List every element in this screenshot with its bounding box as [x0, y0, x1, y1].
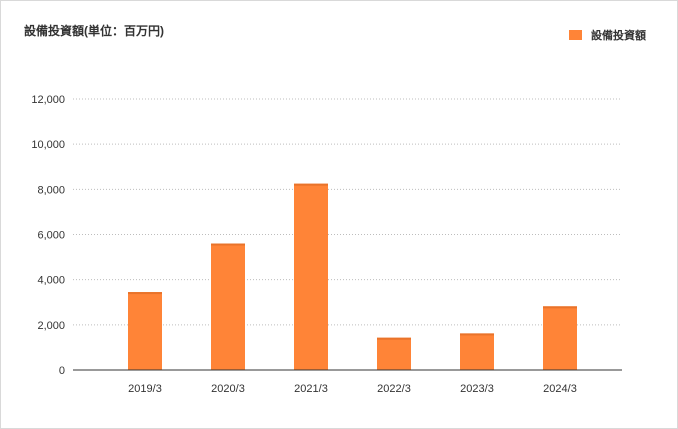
y-tick-label: 6,000 [37, 230, 65, 242]
legend-label: 設備投資額 [591, 30, 646, 42]
x-tick-label: 2019/3 [128, 383, 162, 395]
x-tick-label: 2022/3 [377, 383, 411, 395]
bar-cap [294, 183, 328, 186]
bar [211, 243, 245, 370]
bar-cap [377, 337, 411, 340]
x-tick-label: 2021/3 [294, 383, 328, 395]
bar [128, 292, 162, 370]
bar-cap [211, 243, 245, 246]
y-tick-label: 12,000 [31, 94, 65, 106]
bar [460, 333, 494, 370]
x-tick-label: 2020/3 [211, 383, 245, 395]
bar [377, 337, 411, 370]
bar-cap [543, 306, 577, 309]
y-tick-label: 0 [59, 365, 65, 377]
bar-cap [460, 333, 494, 336]
legend-swatch [569, 30, 582, 40]
y-tick-label: 10,000 [31, 139, 65, 151]
y-tick-label: 2,000 [37, 320, 65, 332]
y-tick-label: 4,000 [37, 275, 65, 287]
bar [543, 306, 577, 370]
bar [294, 183, 328, 370]
chart-title: 設備投資額(単位：百万円) [24, 24, 164, 38]
bar-cap [128, 292, 162, 295]
y-tick-label: 8,000 [37, 184, 65, 196]
legend[interactable]: 設備投資額 [569, 27, 646, 43]
x-tick-label: 2023/3 [460, 383, 494, 395]
x-tick-label: 2024/3 [543, 383, 577, 395]
